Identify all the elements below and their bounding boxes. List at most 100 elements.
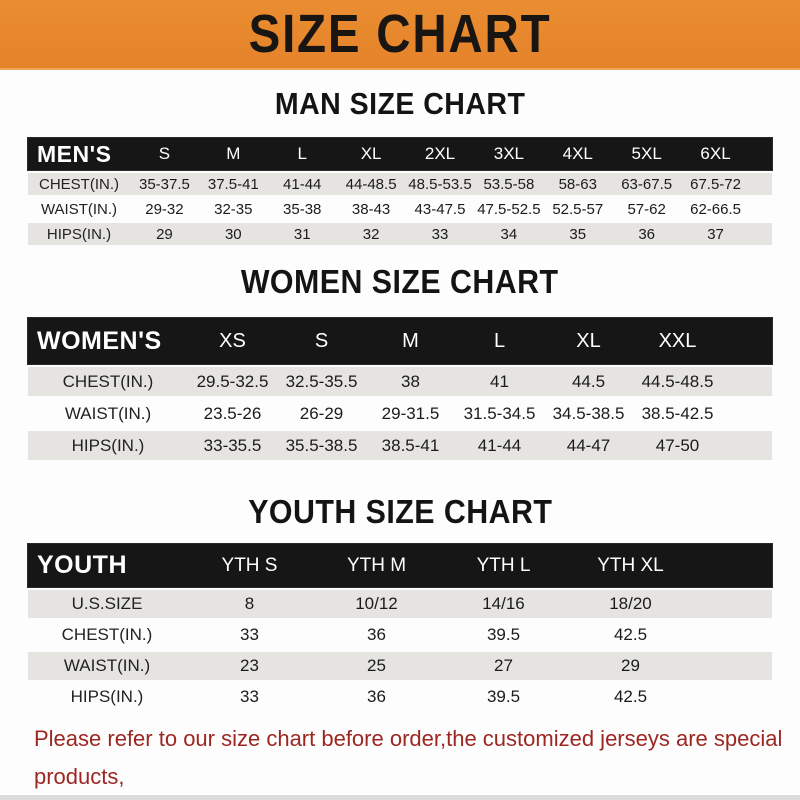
women-table-row: CHEST(IN.) 29.5-32.5 32.5-35.5 38 41 44.5 44.5… bbox=[28, 367, 772, 396]
men-column-header: 4XL bbox=[562, 144, 593, 163]
men-table-cell: 48.5-53.5 bbox=[408, 175, 472, 193]
men-table-cell: 41-44 bbox=[283, 175, 322, 193]
section-title-text: YOUTH SIZE CHART bbox=[247, 493, 553, 530]
men-table-cell: 47.5-52.5 bbox=[477, 200, 541, 218]
men-table-cell: 38-43 bbox=[351, 200, 391, 218]
men-table-cell: 36 bbox=[638, 225, 655, 243]
youth-row-label: U.S.SIZE bbox=[71, 594, 143, 613]
youth-table-cell: 29 bbox=[621, 656, 640, 675]
youth-table-cell: 18/20 bbox=[609, 594, 652, 613]
men-table-cell: 58-63 bbox=[558, 175, 597, 193]
youth-column-header: YTH M bbox=[346, 554, 407, 576]
men-table-cell: 35 bbox=[569, 225, 587, 243]
women-table-cell: 26-29 bbox=[299, 403, 344, 423]
men-table-cell: 37 bbox=[707, 225, 724, 243]
women-column-header: XL bbox=[576, 329, 601, 352]
men-column-header: L bbox=[297, 144, 307, 163]
section-title-text: WOMEN SIZE CHART bbox=[241, 263, 559, 300]
men-table-cell: 57-62 bbox=[627, 200, 666, 218]
section-title-text: MAN SIZE CHART bbox=[274, 86, 526, 121]
women-column-header: S bbox=[314, 329, 329, 352]
men-table-cell: 32-35 bbox=[214, 200, 253, 218]
men-table-row: WAIST(IN.) 29-32 32-35 35-38 38-43 43-47.5 47.… bbox=[28, 198, 772, 220]
youth-table-cell: 42.5 bbox=[613, 625, 648, 644]
women-table-cell: 35.5-38.5 bbox=[285, 435, 358, 455]
youth-table-cell: 10/12 bbox=[355, 594, 398, 613]
youth-table-row: WAIST(IN.) 23 25 27 29 bbox=[28, 652, 772, 680]
men-row-label: HIPS(IN.) bbox=[46, 225, 112, 243]
youth-column-header: YTH S bbox=[221, 554, 278, 576]
section-title-men: MAN SIZE CHART bbox=[0, 86, 800, 122]
men-table-row: CHEST(IN.) 35-37.5 37.5-41 41-44 44-48.5 48.5… bbox=[28, 173, 772, 195]
youth-table-cell: 36 bbox=[367, 625, 386, 644]
youth-table-cell: 27 bbox=[494, 656, 513, 675]
men-table-cell: 34 bbox=[500, 225, 518, 243]
women-table-cell: 47-50 bbox=[655, 435, 700, 455]
women-table-cell: 32.5-35.5 bbox=[285, 371, 358, 391]
men-table-cell: 35-37.5 bbox=[139, 175, 190, 193]
men-table-cell: 43-47.5 bbox=[414, 200, 466, 218]
women-size-table: WOMEN'S XS S M L XL XXL CHEST(IN.) 29.5-32.5 32.5… bbox=[28, 318, 772, 460]
women-column-header: L bbox=[493, 329, 506, 352]
men-table-cell: 67.5-72 bbox=[690, 175, 741, 193]
men-table-cell: 29 bbox=[156, 225, 173, 243]
youth-table-cell: 23 bbox=[240, 656, 259, 675]
women-column-header: XS bbox=[219, 329, 246, 352]
women-table-cell: 33-35.5 bbox=[203, 435, 262, 455]
women-table-cell: 29.5-32.5 bbox=[196, 371, 269, 391]
youth-table-cell: 33 bbox=[240, 687, 259, 706]
youth-table-cell: 36 bbox=[367, 687, 386, 706]
men-column-header: S bbox=[158, 144, 171, 163]
women-table-cell: 41-44 bbox=[477, 435, 522, 455]
women-table-row: WAIST(IN.) 23.5-26 26-29 29-31.5 31.5-34.5 34… bbox=[28, 399, 772, 428]
men-table-cell: 62-66.5 bbox=[690, 200, 741, 218]
men-table-cell: 31 bbox=[293, 225, 311, 243]
men-table-cell: 52.5-57 bbox=[552, 200, 604, 218]
men-column-header: XL bbox=[360, 144, 382, 163]
men-column-header: 6XL bbox=[700, 144, 731, 163]
men-table-cell: 33 bbox=[431, 225, 449, 243]
women-table-row: HIPS(IN.) 33-35.5 35.5-38.5 38.5-41 41-44 44-… bbox=[28, 431, 772, 460]
women-table-cell: 44-47 bbox=[566, 435, 611, 455]
women-header-label: WOMEN'S bbox=[37, 326, 162, 355]
women-column-header: XXL bbox=[658, 329, 697, 352]
youth-table-cell: 8 bbox=[244, 594, 255, 613]
youth-size-table: YOUTH YTH S YTH M YTH L YTH XL U.S.SIZE 8 10/12… bbox=[28, 544, 772, 711]
youth-table-cell: 25 bbox=[367, 656, 386, 675]
men-header-label: MEN'S bbox=[37, 140, 112, 167]
women-table-cell: 41 bbox=[490, 371, 509, 391]
youth-table-cell: 33 bbox=[240, 625, 259, 644]
youth-table-row: CHEST(IN.) 33 36 39.5 42.5 bbox=[28, 621, 772, 649]
men-table-cell: 63-67.5 bbox=[621, 175, 673, 193]
women-table-cell: 38 bbox=[401, 371, 420, 391]
footer-note: Please refer to our size chart before or… bbox=[34, 720, 784, 800]
women-table-cell: 44.5-48.5 bbox=[641, 371, 714, 391]
men-table-cell: 35-38 bbox=[283, 200, 322, 218]
youth-column-header: YTH XL bbox=[597, 554, 664, 576]
men-table-cell: 32 bbox=[362, 225, 380, 243]
women-row-label: HIPS(IN.) bbox=[71, 435, 145, 455]
women-row-label: WAIST(IN.) bbox=[64, 403, 152, 423]
women-table-cell: 29-31.5 bbox=[381, 403, 440, 423]
men-table-header: MEN'S S M L XL 2XL 3XL 4XL 5XL 6XL bbox=[28, 138, 772, 170]
section-title-women: WOMEN SIZE CHART bbox=[0, 263, 800, 301]
men-column-header: 2XL bbox=[424, 144, 456, 163]
youth-table-row: HIPS(IN.) 33 36 39.5 42.5 bbox=[28, 683, 772, 711]
men-size-table: MEN'S S M L XL 2XL 3XL 4XL 5XL 6XL CHEST(IN.) 35-37… bbox=[28, 138, 772, 245]
women-table-cell: 23.5-26 bbox=[203, 403, 262, 423]
youth-table-row: U.S.SIZE 8 10/12 14/16 18/20 bbox=[28, 590, 772, 618]
banner: SIZE CHART bbox=[0, 0, 800, 70]
section-title-youth: YOUTH SIZE CHART bbox=[0, 493, 800, 531]
bottom-strip bbox=[0, 795, 800, 800]
youth-table-cell: 39.5 bbox=[486, 687, 521, 706]
women-table-cell: 44.5 bbox=[571, 371, 606, 391]
men-row-label: CHEST(IN.) bbox=[39, 175, 119, 193]
men-table-row: HIPS(IN.) 29 30 31 32 33 34 35 36 37 bbox=[28, 223, 772, 245]
men-table-cell: 44-48.5 bbox=[345, 175, 397, 193]
men-table-cell: 37.5-41 bbox=[207, 175, 259, 193]
men-column-header: 5XL bbox=[631, 144, 662, 163]
women-table-cell: 31.5-34.5 bbox=[463, 403, 536, 423]
youth-header-label: YOUTH bbox=[37, 551, 127, 579]
youth-row-label: CHEST(IN.) bbox=[61, 625, 153, 644]
